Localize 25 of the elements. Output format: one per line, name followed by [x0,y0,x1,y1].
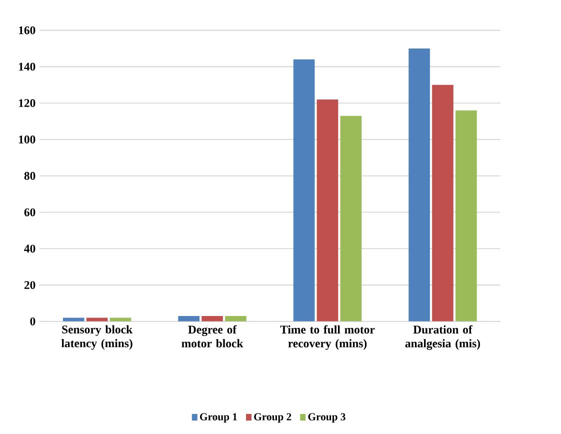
x-tick-label: Sensory block latency (mins) [61,325,133,350]
bar [293,60,315,322]
x-tick-label: Degree of motor block [182,325,244,348]
y-tick-label: 0 [30,318,36,326]
bar [225,316,246,322]
y-tick-label: 80 [24,172,36,180]
bar [202,316,223,322]
bar [340,116,362,322]
bar [178,316,200,322]
legend-label: Group 3 [308,413,346,423]
y-tick-label: 60 [24,208,36,216]
y-tick-label: 120 [19,99,36,108]
y-tick-label: 20 [24,281,36,290]
bar [456,110,477,322]
y-tick-label: 140 [19,62,36,71]
legend-label: Group 1 [200,413,237,423]
y-tick-label: 100 [19,136,36,144]
bar [408,48,430,322]
y-tick-label: 40 [24,244,36,253]
x-tick-label: Time to full motor recovery (mins) [280,325,375,350]
bar [316,100,338,322]
bar [432,85,454,322]
y-tick-label: 160 [19,26,36,34]
legend-label: Group 2 [254,413,292,423]
x-tick-label: Duration of analgesia (mis) [405,325,480,350]
